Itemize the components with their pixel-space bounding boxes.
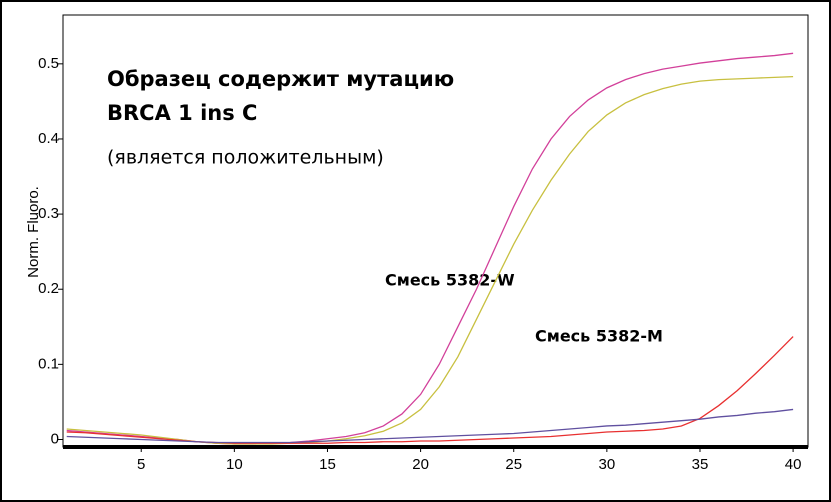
x-tick-label: 10 (226, 456, 243, 473)
x-tick-label: 40 (785, 456, 802, 473)
y-tick-label: 0.5 (38, 55, 59, 72)
y-tick-label: 0.2 (38, 280, 59, 297)
x-tick-label: 35 (692, 456, 709, 473)
y-axis-label: Norm. Fluoro. (25, 186, 42, 278)
x-tick-label: 20 (412, 456, 429, 473)
annotation: Образец содержит мутацию (107, 67, 454, 91)
annotation: (является положительным) (107, 147, 384, 169)
y-tick-label: 0.1 (38, 355, 59, 372)
x-tick-label: 30 (599, 456, 616, 473)
series-line (66, 408, 794, 444)
x-tick-label: 25 (505, 456, 522, 473)
annotation: BRCA 1 ins C (107, 101, 257, 125)
annotation: Смесь 5382-M (535, 327, 663, 346)
y-tick-label: 0 (51, 430, 59, 447)
x-tick-label: 5 (137, 456, 145, 473)
y-tick-label: 0.3 (38, 205, 59, 222)
x-tick-label: 15 (319, 456, 336, 473)
y-tick-label: 0.4 (38, 130, 59, 147)
